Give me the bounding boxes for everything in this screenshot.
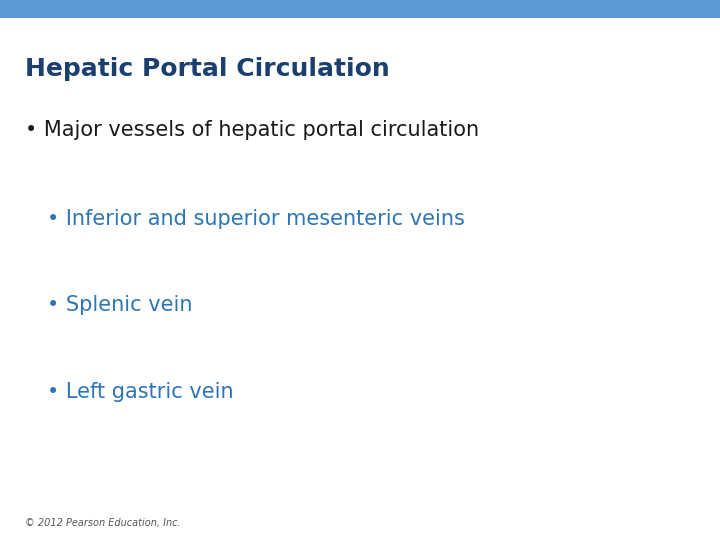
- Text: • Left gastric vein: • Left gastric vein: [47, 381, 233, 402]
- Text: Hepatic Portal Circulation: Hepatic Portal Circulation: [25, 57, 390, 80]
- Text: • Major vessels of hepatic portal circulation: • Major vessels of hepatic portal circul…: [25, 119, 480, 140]
- Text: • Inferior and superior mesenteric veins: • Inferior and superior mesenteric veins: [47, 208, 464, 229]
- FancyBboxPatch shape: [0, 0, 720, 18]
- Text: © 2012 Pearson Education, Inc.: © 2012 Pearson Education, Inc.: [25, 518, 181, 528]
- Text: • Splenic vein: • Splenic vein: [47, 295, 192, 315]
